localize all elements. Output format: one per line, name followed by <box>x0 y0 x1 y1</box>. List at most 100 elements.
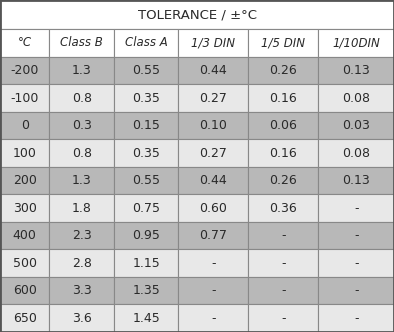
Text: 0.75: 0.75 <box>132 202 160 214</box>
Text: 0: 0 <box>20 119 29 132</box>
Bar <box>49 304 114 332</box>
Bar <box>0 194 49 222</box>
Bar <box>114 139 178 167</box>
Bar <box>248 57 318 84</box>
Text: -: - <box>211 257 216 270</box>
Text: 600: 600 <box>13 284 37 297</box>
Text: 0.36: 0.36 <box>269 202 297 214</box>
Text: 0.77: 0.77 <box>199 229 227 242</box>
Bar <box>318 304 394 332</box>
Bar <box>318 194 394 222</box>
Bar <box>318 57 394 84</box>
Bar <box>0 139 49 167</box>
Bar <box>49 167 114 194</box>
Text: 0.55: 0.55 <box>132 64 160 77</box>
Text: 0.44: 0.44 <box>199 174 227 187</box>
Text: 0.08: 0.08 <box>342 146 370 160</box>
Text: -: - <box>281 312 286 325</box>
Text: 100: 100 <box>13 146 37 160</box>
Bar <box>178 249 248 277</box>
Text: 400: 400 <box>13 229 37 242</box>
Text: 0.26: 0.26 <box>269 64 297 77</box>
Bar <box>248 194 318 222</box>
Bar <box>178 167 248 194</box>
Bar <box>114 222 178 249</box>
Bar <box>114 57 178 84</box>
Bar <box>318 277 394 304</box>
Text: 0.08: 0.08 <box>342 92 370 105</box>
Text: 0.26: 0.26 <box>269 174 297 187</box>
Text: TOLERANCE / ±°C: TOLERANCE / ±°C <box>138 8 256 21</box>
Bar <box>49 84 114 112</box>
Bar <box>114 29 178 57</box>
Text: Class B: Class B <box>60 37 103 49</box>
Text: -: - <box>354 229 359 242</box>
Bar <box>248 304 318 332</box>
Text: 1.45: 1.45 <box>132 312 160 325</box>
Bar <box>0 222 49 249</box>
Bar <box>114 194 178 222</box>
Bar <box>318 167 394 194</box>
Text: 3.3: 3.3 <box>72 284 92 297</box>
Bar <box>0 277 49 304</box>
Bar <box>114 167 178 194</box>
Bar <box>0 167 49 194</box>
Text: 1.3: 1.3 <box>72 64 92 77</box>
Bar <box>178 139 248 167</box>
Text: -200: -200 <box>10 64 39 77</box>
Text: 0.8: 0.8 <box>72 146 92 160</box>
Bar <box>178 57 248 84</box>
Text: Class A: Class A <box>125 37 167 49</box>
Bar <box>0 304 49 332</box>
Bar <box>49 277 114 304</box>
Text: 0.10: 0.10 <box>199 119 227 132</box>
Text: 300: 300 <box>13 202 37 214</box>
Bar <box>49 194 114 222</box>
Bar <box>178 222 248 249</box>
Bar <box>0 249 49 277</box>
Bar <box>114 249 178 277</box>
Bar <box>49 29 114 57</box>
Text: 0.8: 0.8 <box>72 92 92 105</box>
Bar <box>49 222 114 249</box>
Bar <box>114 84 178 112</box>
Bar <box>49 139 114 167</box>
Text: 2.8: 2.8 <box>72 257 92 270</box>
Text: 0.27: 0.27 <box>199 146 227 160</box>
Bar <box>178 84 248 112</box>
Bar <box>248 249 318 277</box>
Bar <box>318 84 394 112</box>
Bar <box>178 29 248 57</box>
Bar <box>49 112 114 139</box>
Text: 500: 500 <box>13 257 37 270</box>
Text: 1/5 DIN: 1/5 DIN <box>261 37 305 49</box>
Text: -: - <box>281 257 286 270</box>
Text: 0.44: 0.44 <box>199 64 227 77</box>
Bar <box>114 304 178 332</box>
Text: 1.35: 1.35 <box>132 284 160 297</box>
Bar <box>318 112 394 139</box>
Text: 0.15: 0.15 <box>132 119 160 132</box>
Text: 2.3: 2.3 <box>72 229 92 242</box>
Text: °C: °C <box>18 37 32 49</box>
Text: -: - <box>354 312 359 325</box>
Bar <box>318 29 394 57</box>
Text: 650: 650 <box>13 312 37 325</box>
Bar <box>248 139 318 167</box>
Text: 0.03: 0.03 <box>342 119 370 132</box>
Bar <box>0 84 49 112</box>
Text: -: - <box>211 284 216 297</box>
Text: 0.55: 0.55 <box>132 174 160 187</box>
Bar <box>248 167 318 194</box>
Bar <box>248 112 318 139</box>
Bar <box>178 277 248 304</box>
Text: -100: -100 <box>10 92 39 105</box>
Text: 1.15: 1.15 <box>132 257 160 270</box>
Text: -: - <box>354 257 359 270</box>
Bar <box>248 277 318 304</box>
Bar <box>318 139 394 167</box>
Bar <box>0 57 49 84</box>
Bar <box>0 0 394 29</box>
Text: -: - <box>281 229 286 242</box>
Text: 0.35: 0.35 <box>132 146 160 160</box>
